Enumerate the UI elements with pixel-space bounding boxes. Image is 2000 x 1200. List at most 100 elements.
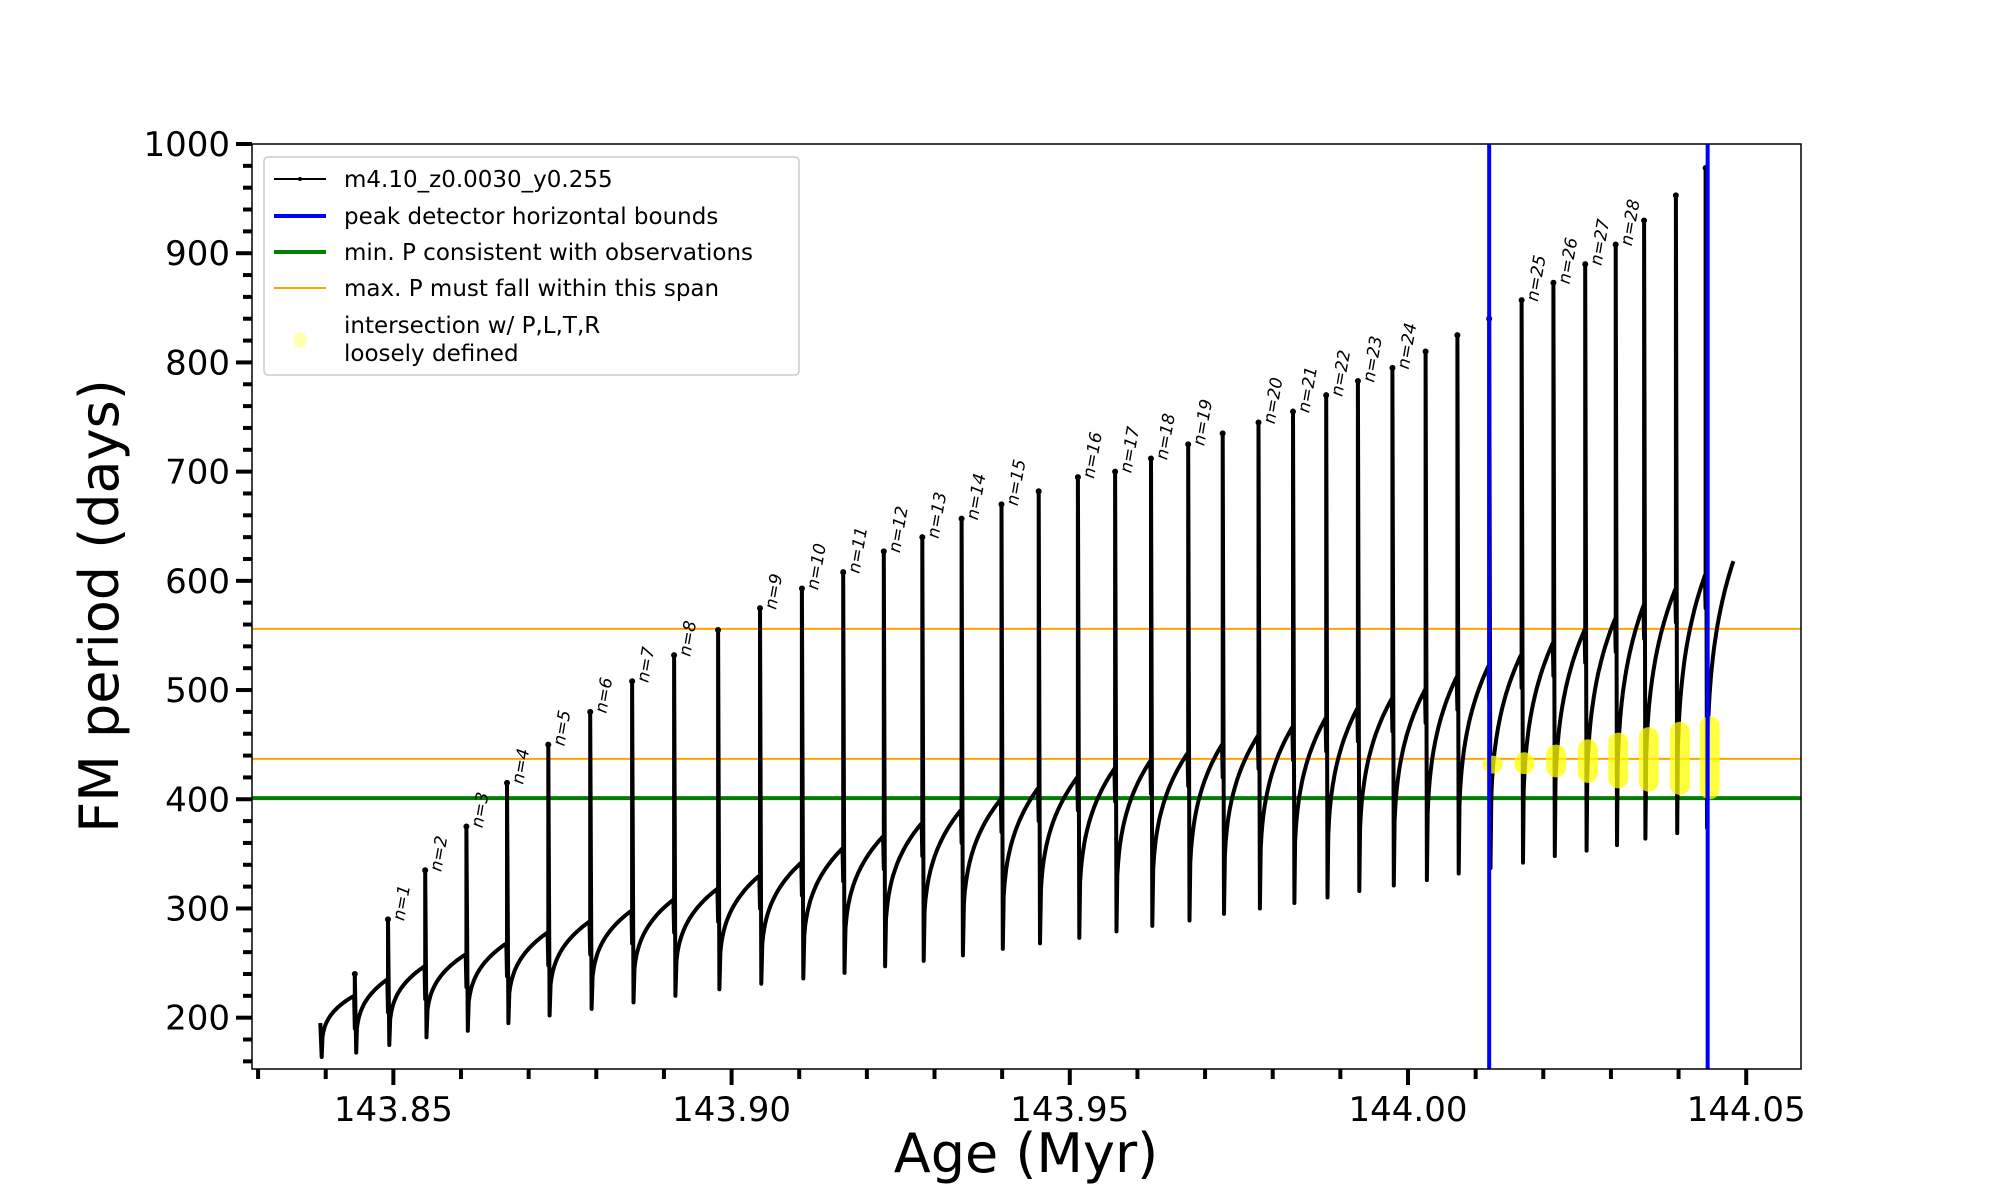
x-tick-label: 143.95 bbox=[1010, 1090, 1129, 1130]
pulse-peak-point bbox=[1672, 192, 1679, 199]
legend-label-blue: peak detector horizontal bounds bbox=[344, 204, 718, 230]
intersection-marker bbox=[1699, 716, 1720, 800]
pulse-peak-point bbox=[1290, 408, 1297, 415]
pulse-peak-point bbox=[1147, 455, 1154, 462]
pulse-label: n=28 bbox=[1617, 198, 1645, 248]
pulse-label: n=13 bbox=[924, 491, 952, 540]
pulse-label: n=10 bbox=[803, 542, 831, 591]
pulse-label: n=20 bbox=[1260, 376, 1288, 425]
pulse-peak-point bbox=[1389, 364, 1396, 371]
pulse-peak-point bbox=[1074, 474, 1081, 481]
pulse-label: n=19 bbox=[1189, 398, 1217, 447]
pulse-peak-point bbox=[1323, 392, 1330, 399]
pulse-label: n=15 bbox=[1003, 458, 1031, 507]
legend: m4.10_z0.0030_y0.255 peak detector horiz… bbox=[263, 156, 800, 376]
intersection-marker bbox=[1669, 721, 1690, 795]
pulse-label: n=14 bbox=[963, 472, 991, 521]
pulse-label: n=17 bbox=[1116, 425, 1144, 475]
pulse-peak-point bbox=[998, 501, 1005, 508]
pulse-label: n=11 bbox=[844, 526, 872, 575]
pulse-peak-point bbox=[671, 652, 678, 659]
y-tick-label: 200 bbox=[165, 999, 230, 1039]
pulse-peak-point bbox=[1641, 217, 1648, 224]
y-tick-label: 1000 bbox=[143, 125, 230, 165]
pulse-label: n=25 bbox=[1523, 254, 1551, 303]
legend-label-intersection: intersection w/ P,L,T,R bbox=[344, 313, 600, 339]
pulse-peak-point bbox=[756, 605, 763, 612]
y-tick-label: 700 bbox=[165, 453, 230, 493]
y-tick-label: 800 bbox=[165, 343, 230, 383]
y-tick-label: 600 bbox=[165, 562, 230, 602]
pulse-label: n=26 bbox=[1555, 236, 1583, 286]
pulse-peak-point bbox=[798, 585, 805, 592]
x-tick-label: 143.90 bbox=[672, 1090, 791, 1130]
pulse-label: n=2 bbox=[426, 834, 452, 873]
pulse-label: n=22 bbox=[1327, 349, 1355, 398]
pulse-label: n=27 bbox=[1586, 217, 1614, 267]
pulse-peak-point bbox=[715, 626, 722, 633]
series-line bbox=[318, 166, 1736, 1059]
legend-marker-intersection bbox=[293, 332, 307, 348]
legend-label-intersection-line2: loosely defined bbox=[344, 341, 519, 367]
pulse-label: n=6 bbox=[591, 676, 617, 715]
pulse-label: n=18 bbox=[1152, 412, 1180, 462]
pulse-peak-point bbox=[1612, 241, 1619, 248]
pulse-label: n=21 bbox=[1294, 365, 1322, 414]
y-tick-label: 500 bbox=[165, 671, 230, 711]
intersection-marker bbox=[1514, 752, 1535, 775]
pulse-peak-point bbox=[1354, 377, 1361, 384]
intersection-marker bbox=[1638, 727, 1659, 792]
y-tick-label: 300 bbox=[165, 889, 230, 929]
legend-label-series: m4.10_z0.0030_y0.255 bbox=[344, 167, 613, 193]
intersection-marker bbox=[1546, 744, 1567, 778]
pulse-label: n=12 bbox=[885, 505, 913, 554]
pulse-peak-point bbox=[1454, 332, 1461, 339]
pulse-peak-point bbox=[958, 515, 965, 522]
pulse-peak-point bbox=[384, 916, 391, 923]
pulse-peak-point bbox=[1035, 488, 1042, 495]
pulse-label: n=5 bbox=[549, 709, 575, 748]
intersection-marker bbox=[1577, 739, 1598, 783]
legend-label-green: min. P consistent with observations bbox=[344, 240, 753, 266]
reference-lines bbox=[252, 627, 1801, 801]
pulse-peak-point bbox=[880, 548, 887, 555]
plot-frame bbox=[251, 143, 1802, 1070]
pulse-label: n=16 bbox=[1079, 430, 1107, 480]
axes: 200 300 400 500 600 700 800 900 1000 143.85 143.90… bbox=[143, 125, 1805, 1130]
pulse-peak-point bbox=[463, 823, 470, 830]
x-axis-label: Age (Myr) bbox=[894, 1122, 1159, 1185]
pulse-peak-point bbox=[351, 970, 358, 977]
pulse-peak-point bbox=[1219, 430, 1226, 437]
pulse-peak-point bbox=[1518, 297, 1525, 304]
x-tick-label: 144.05 bbox=[1687, 1090, 1806, 1130]
pulse-label: n=24 bbox=[1394, 321, 1422, 370]
intersection-marker bbox=[1608, 732, 1629, 789]
intersection-markers bbox=[1482, 716, 1720, 800]
pulse-peak-point bbox=[629, 678, 636, 685]
x-tick-label: 143.85 bbox=[334, 1090, 453, 1130]
series-m4-10 bbox=[318, 165, 1736, 1059]
peak-detector-bounds bbox=[1487, 144, 1710, 1069]
pulse-label: n=8 bbox=[675, 619, 701, 658]
pulse-peak-point bbox=[422, 867, 429, 874]
legend-frame bbox=[263, 156, 800, 376]
y-axis-label: FM period (days) bbox=[68, 379, 131, 833]
pulse-peak-point bbox=[919, 534, 926, 541]
legend-label-orange: max. P must fall within this span bbox=[344, 276, 719, 302]
pulse-label: n=9 bbox=[761, 572, 787, 611]
pulse-label: n=4 bbox=[508, 747, 534, 786]
y-tick-label: 400 bbox=[165, 780, 230, 820]
pulse-peak-point bbox=[1422, 348, 1429, 355]
pulse-peak-point bbox=[1582, 261, 1589, 268]
pulse-peak-point bbox=[1255, 419, 1262, 426]
legend-marker-series bbox=[298, 177, 302, 181]
intersection-marker bbox=[1482, 755, 1503, 774]
pulse-peak-point bbox=[1185, 441, 1192, 448]
pulse-peak-point bbox=[1112, 468, 1119, 475]
x-tick-label: 144.00 bbox=[1349, 1090, 1468, 1130]
y-tick-label: 900 bbox=[165, 234, 230, 274]
pulse-label: n=1 bbox=[389, 883, 415, 922]
pulse-peak-point bbox=[840, 569, 847, 576]
pulse-label: n=23 bbox=[1359, 334, 1387, 383]
